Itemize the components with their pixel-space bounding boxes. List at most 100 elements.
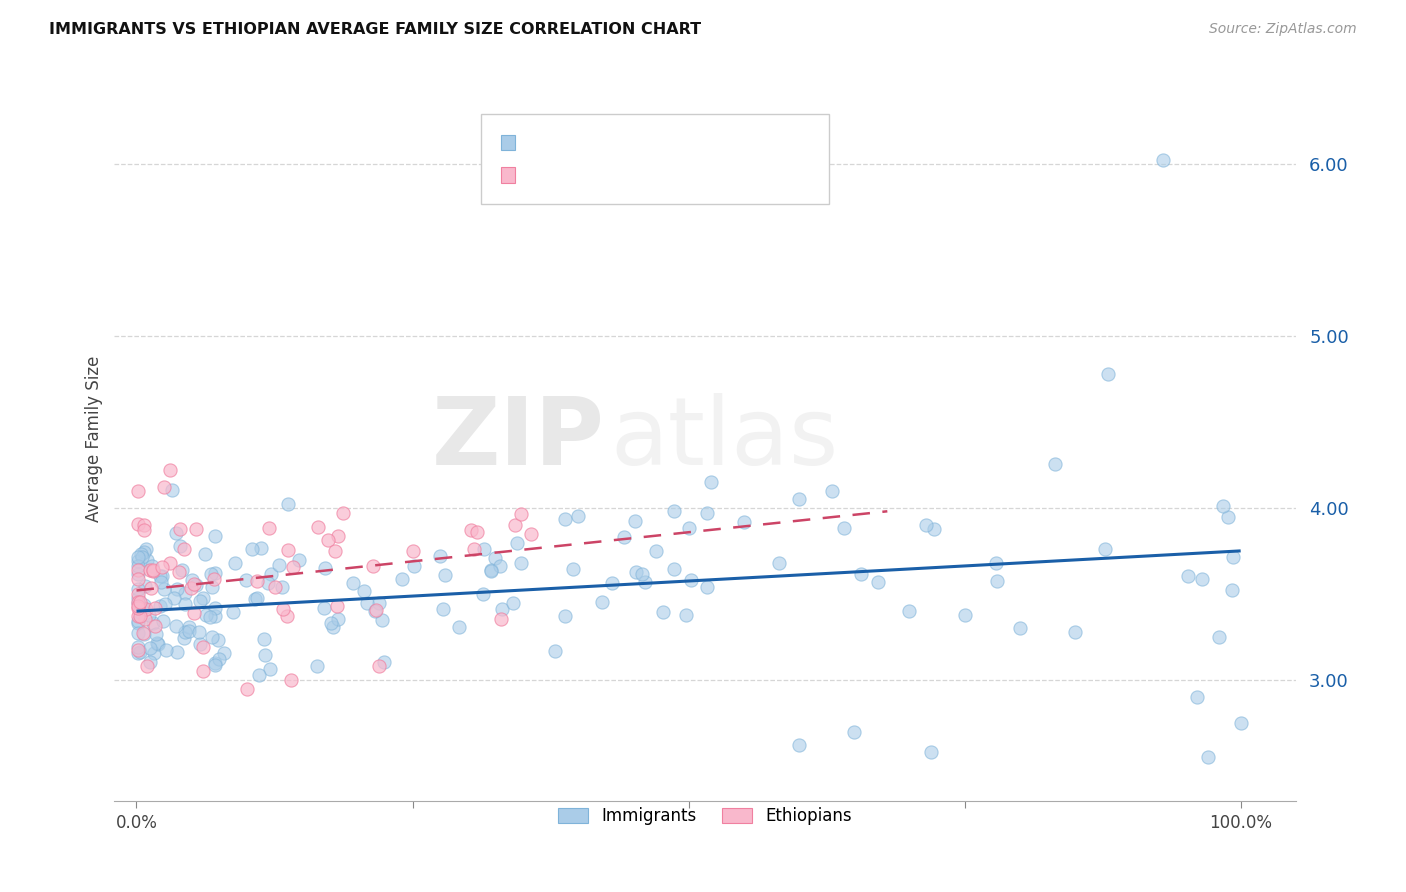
Point bbox=[1229, 716, 1251, 731]
Point bbox=[173, 597, 195, 611]
Point bbox=[371, 613, 394, 627]
Point bbox=[129, 548, 152, 562]
Point bbox=[787, 739, 810, 753]
Point bbox=[194, 608, 217, 623]
Point bbox=[1220, 583, 1243, 598]
Point bbox=[212, 646, 235, 660]
Point bbox=[404, 558, 426, 573]
Point bbox=[250, 541, 273, 555]
Point bbox=[288, 552, 311, 566]
Point bbox=[181, 574, 204, 588]
Point bbox=[502, 596, 524, 610]
Point bbox=[207, 633, 229, 648]
Point bbox=[143, 646, 166, 660]
Point bbox=[567, 509, 589, 524]
Point bbox=[281, 559, 304, 574]
Text: 0.175: 0.175 bbox=[569, 166, 626, 184]
Point bbox=[142, 563, 165, 577]
Point bbox=[986, 556, 1008, 570]
Point bbox=[163, 591, 186, 605]
Point bbox=[364, 604, 387, 618]
Point bbox=[127, 626, 149, 640]
Point bbox=[307, 519, 329, 533]
Point bbox=[844, 724, 866, 739]
Point bbox=[127, 587, 149, 601]
Point bbox=[326, 599, 349, 614]
Point bbox=[153, 582, 176, 596]
Point bbox=[194, 547, 217, 561]
Point bbox=[153, 597, 176, 611]
Point bbox=[491, 602, 513, 616]
Point bbox=[193, 591, 215, 606]
FancyBboxPatch shape bbox=[481, 113, 830, 204]
Point bbox=[368, 596, 391, 610]
Point bbox=[247, 668, 270, 682]
Point bbox=[246, 591, 269, 605]
Point bbox=[915, 517, 938, 532]
Point bbox=[600, 576, 623, 591]
Point bbox=[510, 556, 533, 570]
Point bbox=[270, 580, 292, 594]
Point bbox=[135, 601, 157, 615]
Point bbox=[139, 641, 162, 656]
Point bbox=[127, 640, 149, 654]
Point bbox=[644, 544, 666, 558]
Point bbox=[132, 517, 155, 532]
Point bbox=[1064, 624, 1087, 639]
Point bbox=[187, 624, 209, 639]
Point bbox=[506, 536, 529, 550]
Point bbox=[177, 624, 200, 639]
Point bbox=[165, 619, 187, 633]
Point bbox=[146, 637, 169, 651]
Point bbox=[186, 522, 208, 536]
Point bbox=[145, 626, 167, 640]
Point bbox=[202, 572, 225, 586]
Point bbox=[159, 463, 181, 477]
Point bbox=[484, 550, 506, 565]
Point bbox=[128, 645, 150, 659]
Point bbox=[259, 662, 281, 676]
Point bbox=[129, 608, 152, 623]
Point bbox=[257, 521, 280, 535]
Point bbox=[696, 506, 718, 520]
Point bbox=[768, 556, 790, 570]
Point bbox=[554, 608, 576, 623]
Point bbox=[662, 504, 685, 518]
Point bbox=[679, 573, 702, 587]
Point bbox=[696, 580, 718, 594]
Point bbox=[127, 596, 149, 610]
Point bbox=[169, 522, 191, 536]
Point bbox=[173, 632, 195, 646]
Point bbox=[624, 514, 647, 528]
Point bbox=[236, 681, 259, 696]
Point bbox=[134, 612, 156, 626]
Legend: Immigrants, Ethiopians: Immigrants, Ethiopians bbox=[551, 801, 859, 832]
Point bbox=[678, 521, 700, 535]
Text: 157: 157 bbox=[681, 134, 718, 152]
Text: Source: ZipAtlas.com: Source: ZipAtlas.com bbox=[1209, 22, 1357, 37]
Point bbox=[591, 595, 613, 609]
Point bbox=[134, 579, 156, 593]
Text: IMMIGRANTS VS ETHIOPIAN AVERAGE FAMILY SIZE CORRELATION CHART: IMMIGRANTS VS ETHIOPIAN AVERAGE FAMILY S… bbox=[49, 22, 702, 37]
Point bbox=[200, 566, 222, 581]
Point bbox=[953, 607, 976, 622]
Point bbox=[316, 533, 339, 547]
Point bbox=[368, 659, 391, 673]
Point bbox=[191, 665, 214, 679]
Point bbox=[505, 517, 527, 532]
Point bbox=[509, 507, 531, 521]
Point bbox=[986, 574, 1008, 588]
Point bbox=[146, 635, 169, 649]
Point bbox=[127, 642, 149, 657]
Point bbox=[314, 600, 336, 615]
Point bbox=[1222, 550, 1244, 565]
Point bbox=[134, 598, 156, 612]
Point bbox=[173, 542, 195, 557]
Point bbox=[271, 602, 294, 616]
Point bbox=[127, 614, 149, 628]
Text: 57: 57 bbox=[681, 166, 706, 184]
Point bbox=[832, 521, 855, 535]
Point bbox=[356, 596, 378, 610]
Point bbox=[634, 575, 657, 590]
Point bbox=[204, 566, 226, 580]
